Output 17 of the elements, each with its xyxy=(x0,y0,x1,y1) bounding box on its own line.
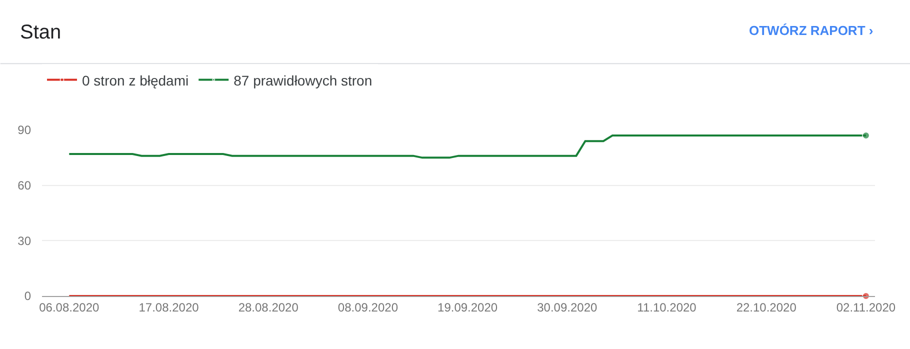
x-tick-label: 11.10.2020 xyxy=(637,300,697,314)
x-tick-label: 08.09.2020 xyxy=(338,300,398,314)
y-tick-label: 90 xyxy=(18,123,32,138)
x-tick-label: 19.09.2020 xyxy=(438,300,498,314)
x-tick-label: 17.08.2020 xyxy=(138,300,200,314)
text: OTWÓRZ RAPORT › xyxy=(749,23,874,38)
x-tick-label: 02.11.2020 xyxy=(836,300,896,314)
legend-label: 0 stron z błędami xyxy=(82,72,189,88)
x-tick-label: 22.10.2020 xyxy=(736,300,797,314)
y-tick-label: 60 xyxy=(18,178,32,193)
y-tick-label: 0 xyxy=(24,289,32,304)
x-tick-label: 30.09.2020 xyxy=(537,300,598,314)
x-tick-label: 06.08.2020 xyxy=(39,300,100,314)
legend-label: 87 prawidłowych stron xyxy=(234,72,372,88)
chart-title: Stan xyxy=(20,21,62,44)
y-tick-label: 30 xyxy=(18,234,32,248)
x-tick-label: 28.08.2020 xyxy=(238,300,299,314)
